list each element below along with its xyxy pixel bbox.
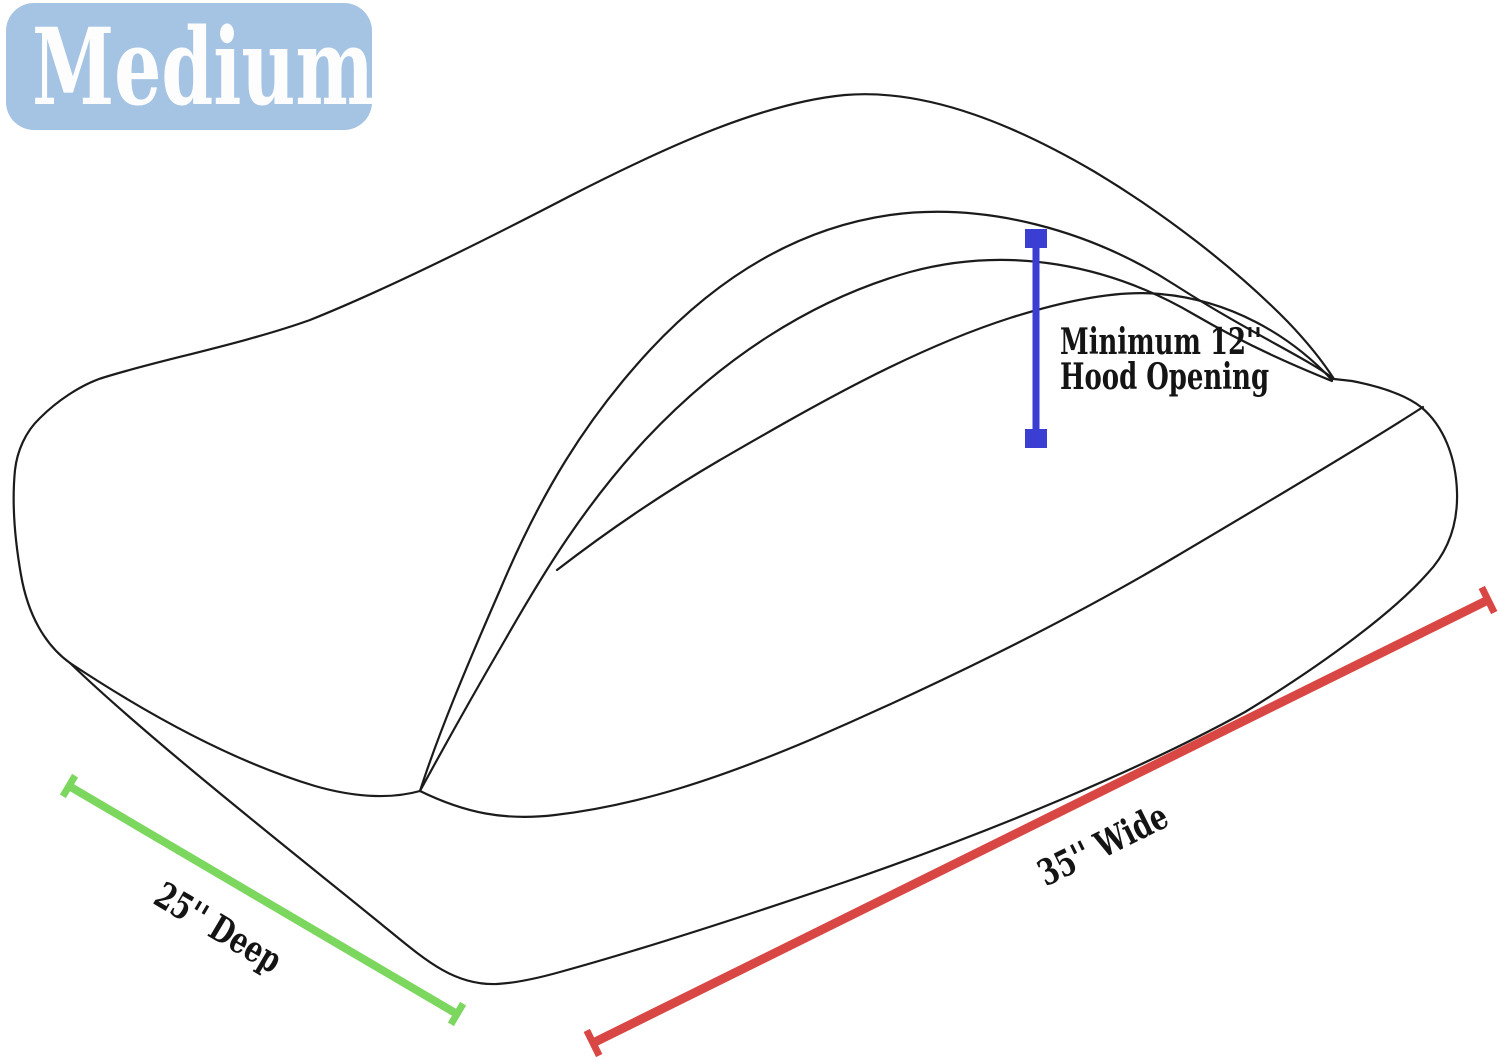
depth-dimension-stem [66,782,460,1018]
width-dimension-line [583,585,1498,1058]
cushion-seam-left [68,661,422,798]
size-badge-label: Medium [32,4,374,129]
hood-opening-dimension-bottom-cap [1025,429,1047,448]
hood-opening-dimension-line [1025,229,1047,448]
width-dimension-start-cap [583,1028,603,1058]
depth-dimension-start-cap [59,773,79,799]
depth-dimension-line [59,773,467,1027]
depth-dimension-end-cap [447,1001,467,1027]
hood-opening-annotation-line1: Minimum 12'' [1060,321,1262,363]
size-badge: Medium [6,3,374,130]
hood-opening-dimension-top-cap [1025,229,1047,248]
hood-opening-annotation-line2: Hood Opening [1060,356,1270,398]
hood-rim-inner-arc [418,258,1334,793]
bed-outer-silhouette [12,93,1459,986]
width-dimension-end-cap [1478,585,1498,615]
cushion-seam-right [418,405,1425,818]
hood-opening-annotation: Minimum 12'' Hood Opening [1060,321,1270,398]
hood-rim-outer-arc [418,210,1336,793]
hood-opening-curve [555,291,1334,572]
width-dimension-stem [591,595,1490,1048]
